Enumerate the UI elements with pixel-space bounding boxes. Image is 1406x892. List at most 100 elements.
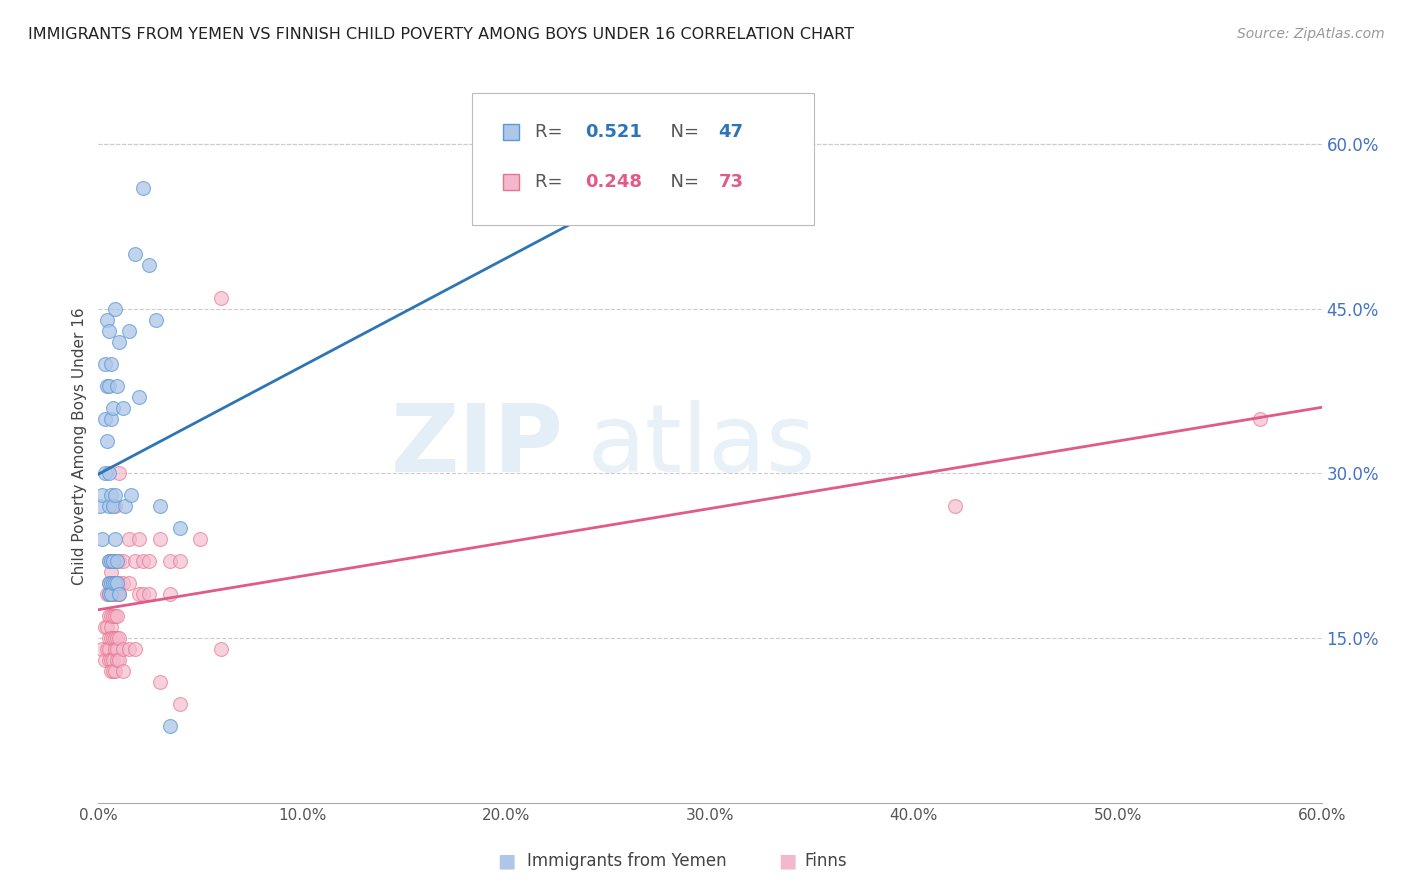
Point [138, 554, 160, 568]
Point [96, 587, 118, 601]
Point [159, 554, 181, 568]
Point [100, 609, 122, 624]
Point [1249, 411, 1271, 425]
Point [111, 576, 134, 591]
Point [100, 653, 122, 667]
Point [149, 500, 172, 514]
Point [104, 301, 127, 316]
Text: Immigrants from Yemen: Immigrants from Yemen [527, 852, 727, 870]
Point [101, 401, 124, 415]
Point [104, 576, 127, 591]
Point [97, 576, 120, 591]
Point [114, 500, 136, 514]
Point [97, 609, 120, 624]
Point [93, 653, 115, 667]
Text: R=: R= [536, 123, 568, 141]
Point [97, 554, 120, 568]
Text: ■: ■ [778, 851, 797, 871]
Point [108, 631, 131, 645]
Text: 0.248: 0.248 [585, 173, 643, 191]
Point [169, 554, 191, 568]
Point [105, 642, 128, 657]
Point [91, 533, 114, 547]
Point [96, 620, 118, 634]
Point [105, 587, 128, 601]
Point [101, 576, 124, 591]
Point [188, 533, 212, 547]
Point [111, 642, 134, 657]
Point [108, 587, 131, 601]
Point [100, 620, 122, 634]
Point [943, 500, 966, 514]
Point [105, 653, 128, 667]
Point [100, 488, 122, 502]
Point [104, 609, 127, 624]
Point [128, 587, 150, 601]
Point [209, 642, 232, 657]
Point [96, 378, 118, 392]
Point [104, 631, 127, 645]
Point [120, 488, 142, 502]
Text: ZIP: ZIP [391, 400, 564, 492]
Y-axis label: Child Poverty Among Boys Under 16: Child Poverty Among Boys Under 16 [72, 307, 87, 585]
Point [108, 334, 131, 349]
Point [149, 675, 172, 690]
Point [104, 576, 127, 591]
Text: ■: ■ [496, 851, 516, 871]
Point [104, 533, 127, 547]
Point [104, 642, 127, 657]
Point [97, 467, 120, 481]
Point [138, 258, 160, 272]
Point [132, 587, 155, 601]
Point [97, 653, 120, 667]
Point [104, 554, 127, 568]
Point [97, 554, 120, 568]
Point [169, 521, 191, 535]
Point [108, 554, 131, 568]
Point [100, 664, 122, 678]
Point [97, 587, 120, 601]
Point [104, 587, 127, 601]
Point [138, 587, 160, 601]
Point [96, 434, 118, 448]
Point [132, 554, 155, 568]
Point [111, 401, 134, 415]
Point [104, 500, 127, 514]
Point [108, 467, 131, 481]
Point [100, 587, 122, 601]
Point [100, 554, 122, 568]
Point [149, 533, 172, 547]
Text: N=: N= [658, 123, 704, 141]
Point [101, 664, 124, 678]
Point [108, 576, 131, 591]
Point [101, 609, 124, 624]
Point [101, 576, 124, 591]
Point [97, 587, 120, 601]
Point [97, 576, 120, 591]
Point [159, 719, 181, 733]
Point [118, 324, 141, 338]
Point [101, 554, 124, 568]
Point [104, 488, 127, 502]
Point [91, 642, 114, 657]
Point [101, 500, 124, 514]
Point [132, 181, 155, 195]
Point [101, 587, 124, 601]
Point [97, 631, 120, 645]
Point [93, 620, 115, 634]
Point [108, 653, 131, 667]
Text: 73: 73 [718, 173, 744, 191]
Point [100, 566, 122, 580]
Point [124, 642, 146, 657]
Point [108, 587, 131, 601]
Point [105, 609, 128, 624]
Point [93, 357, 115, 371]
Point [100, 576, 122, 591]
Point [100, 631, 122, 645]
Text: Source: ZipAtlas.com: Source: ZipAtlas.com [1237, 27, 1385, 41]
Point [91, 488, 114, 502]
Text: Finns: Finns [804, 852, 846, 870]
Point [89, 500, 111, 514]
Point [101, 653, 124, 667]
Text: 47: 47 [718, 123, 744, 141]
